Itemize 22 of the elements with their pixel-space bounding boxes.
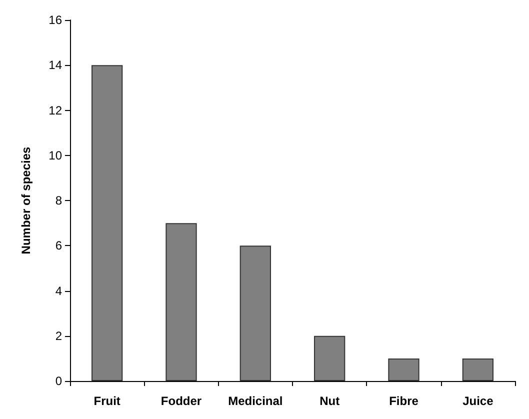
y-tick-label: 6 <box>55 238 62 253</box>
bar <box>314 336 346 381</box>
bar <box>92 65 123 381</box>
x-tick-label: Juice <box>462 394 494 408</box>
x-tick-label: Nut <box>320 394 340 408</box>
y-axis-title: Number of species <box>19 146 33 254</box>
y-tick-label: 0 <box>55 374 62 388</box>
y-tick-label: 4 <box>55 284 62 298</box>
y-tick-label: 14 <box>48 58 62 72</box>
x-tick-label: Fodder <box>160 394 202 408</box>
y-tick-label: 16 <box>48 13 62 27</box>
bar <box>462 358 494 381</box>
bar <box>240 246 271 381</box>
y-tick-label: 10 <box>48 148 62 162</box>
x-tick-label: Medicinal <box>228 394 283 408</box>
x-tick-label: Fruit <box>94 394 120 408</box>
y-tick-label: 8 <box>55 194 62 208</box>
y-tick-label: 12 <box>48 103 62 118</box>
y-tick-label: 2 <box>55 328 62 343</box>
bar <box>166 223 197 381</box>
x-tick-label: Fibre <box>389 394 419 408</box>
bar <box>388 358 420 381</box>
